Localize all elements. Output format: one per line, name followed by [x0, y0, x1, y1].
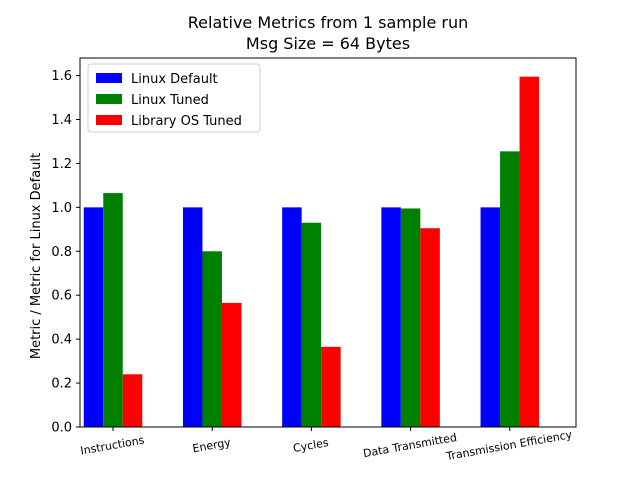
legend-label-library-os-tuned: Library OS Tuned: [131, 114, 242, 129]
chart-title: Relative Metrics from 1 sample run Msg S…: [188, 13, 468, 53]
bar-library-os-tuned-instructions: [122, 374, 143, 427]
bar-linux-tuned-cycles: [301, 222, 322, 427]
y-tick-label: 0.0: [51, 421, 72, 436]
axes-frame: [79, 57, 577, 428]
bar-library-os-tuned-cycles: [321, 346, 341, 427]
legend-swatch-linux-default: [96, 73, 122, 83]
x-tick-label: Transmission Efficiency: [444, 428, 573, 463]
bar-library-os-tuned-data-transmitted: [420, 228, 440, 427]
bar-linux-default-cycles: [282, 207, 302, 427]
y-tick-label: 1.0: [51, 201, 72, 216]
bar-linux-default-instructions: [83, 207, 104, 427]
y-tick-label: 0.8: [51, 245, 72, 260]
bar-linux-tuned-data-transmitted: [400, 208, 421, 427]
bar-linux-tuned-transmission-efficiency: [500, 151, 520, 427]
y-tick-label: 0.6: [51, 289, 72, 304]
x-tick-label: Data Transmitted: [362, 431, 458, 460]
bar-linux-default-transmission-efficiency: [480, 207, 501, 427]
legend-box: [87, 63, 261, 133]
x-tick-label: Cycles: [292, 436, 330, 455]
y-tick-label: 0.2: [51, 377, 72, 392]
bar-linux-default-energy: [182, 207, 203, 427]
x-tick-label: Energy: [191, 436, 232, 456]
legend-swatch-linux-tuned: [96, 94, 122, 104]
plot-area: 0.0 0.2 0.4 0.6 0.8 1.0 1.2 1.4 1.6 Instructions E…: [51, 57, 577, 463]
bar-library-os-tuned-energy: [221, 302, 242, 427]
bar-linux-default-data-transmitted: [381, 207, 401, 427]
y-tick-label: 1.2: [51, 157, 72, 172]
legend-swatch-library-os-tuned: [96, 115, 122, 125]
bar-library-os-tuned-transmission-efficiency: [519, 76, 540, 428]
y-axis-label: Metric / Metric for Linux Default: [29, 153, 44, 359]
chart-title-line-1: Relative Metrics from 1 sample run: [188, 13, 468, 32]
chart-title-line-2: Msg Size = 64 Bytes: [246, 34, 410, 53]
bar-linux-tuned-energy: [202, 251, 222, 427]
legend-label-linux-default: Linux Default: [131, 72, 218, 87]
y-tick-label: 1.6: [51, 69, 72, 84]
bar-linux-tuned-instructions: [103, 193, 123, 427]
x-tick-label: Instructions: [79, 433, 145, 457]
legend-label-linux-tuned: Linux Tuned: [131, 93, 209, 108]
y-tick-label: 0.4: [51, 333, 72, 348]
legend: Linux Default Linux Tuned Library OS Tuned: [87, 63, 261, 133]
y-tick-label: 1.4: [51, 113, 72, 128]
